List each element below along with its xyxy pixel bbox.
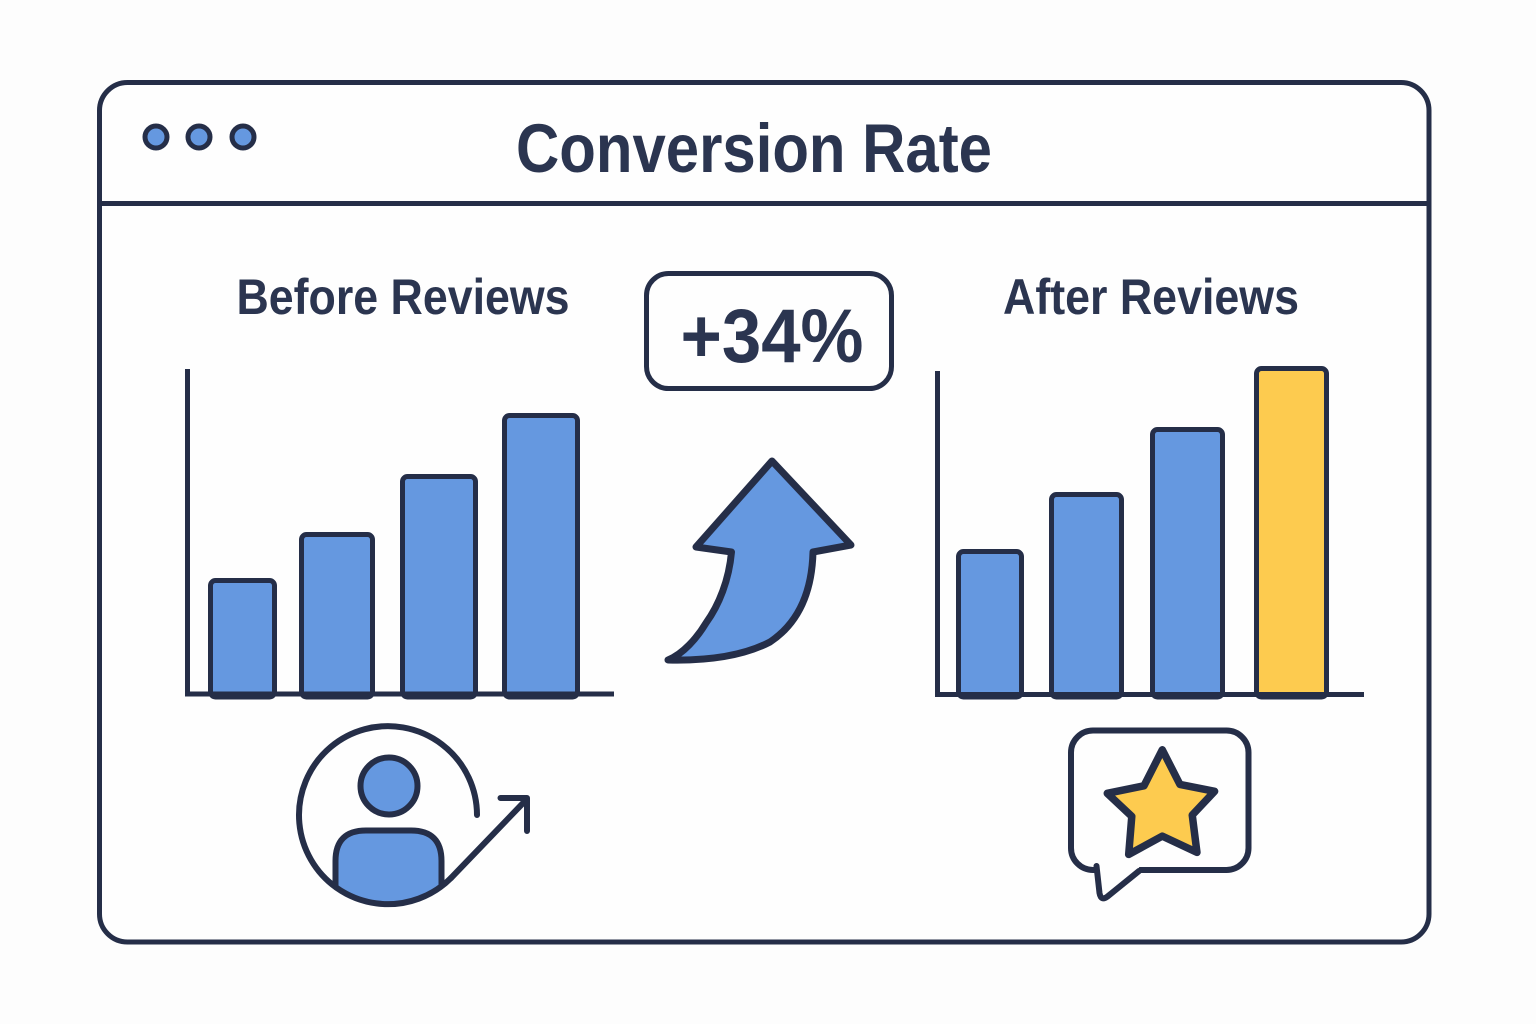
svg-text:+34%: +34% — [681, 294, 864, 379]
svg-text:After Reviews: After Reviews — [1003, 269, 1299, 325]
svg-text:Before Reviews: Before Reviews — [237, 269, 570, 325]
svg-text:Conversion Rate: Conversion Rate — [516, 110, 992, 187]
